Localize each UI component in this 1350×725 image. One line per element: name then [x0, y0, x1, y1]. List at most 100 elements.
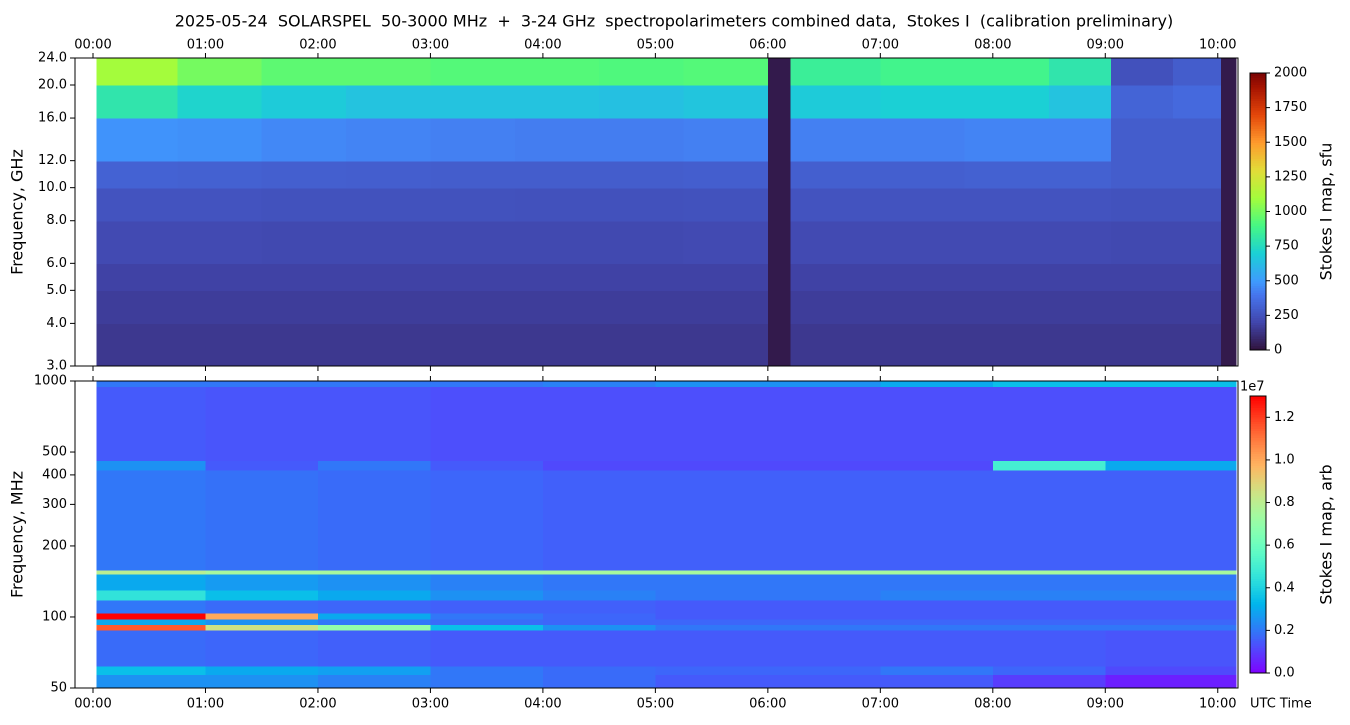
heatmap-cell	[317, 624, 432, 631]
heatmap-cell	[655, 570, 769, 575]
heatmap-cell	[430, 630, 544, 667]
colorbar-step	[1250, 195, 1266, 199]
colorbar-step	[1250, 151, 1266, 155]
heatmap-cell	[261, 323, 347, 367]
colorbar	[1250, 396, 1266, 674]
heatmap-cell	[542, 630, 656, 667]
heatmap-cell	[1049, 220, 1112, 264]
heatmap-cell	[1172, 220, 1222, 264]
heatmap-cell	[1172, 323, 1222, 367]
colorbar-step	[1250, 199, 1266, 203]
heatmap-cell	[964, 118, 1050, 162]
colorbar-step	[1250, 578, 1266, 582]
heatmap-cell	[767, 570, 881, 575]
colorbar-step	[1250, 232, 1266, 236]
heatmap-cell	[1049, 290, 1112, 324]
colorbar-step	[1250, 278, 1266, 282]
colorbar-step	[1250, 585, 1266, 589]
heatmap-cell	[430, 323, 516, 367]
colorbar-step	[1250, 645, 1266, 649]
heatmap-cell	[964, 160, 1050, 189]
heatmap-cell	[683, 263, 769, 291]
heatmap-cell	[1110, 187, 1174, 222]
colorbar-tick-label: 2000	[1274, 66, 1307, 81]
colorbar-step	[1250, 329, 1266, 333]
colorbar-step	[1250, 338, 1266, 342]
heatmap-cell	[1110, 58, 1174, 86]
colorbar-step	[1250, 516, 1266, 519]
heatmap-cell	[317, 570, 432, 575]
heatmap-cell	[317, 469, 432, 571]
heatmap-cell	[177, 58, 263, 86]
y-tick-label: 4.0	[46, 316, 67, 331]
heatmap-cell	[683, 118, 769, 162]
heatmap-cell	[880, 263, 966, 291]
colorbar-step	[1250, 105, 1266, 109]
colorbar-step	[1250, 343, 1266, 346]
heatmap-cell	[1172, 187, 1222, 222]
colorbar-step	[1250, 142, 1266, 146]
colorbar-step	[1250, 103, 1266, 106]
heatmap-cell	[542, 381, 656, 387]
heatmap-cell	[790, 263, 881, 291]
colorbar-tick-label: 500	[1274, 273, 1299, 288]
colorbar-step	[1250, 631, 1266, 635]
heatmap-cell	[790, 290, 881, 324]
colorbar-step	[1250, 158, 1266, 162]
y-tick-label: 20.0	[38, 78, 67, 93]
heatmap-cell	[964, 187, 1050, 222]
colorbar-step	[1250, 262, 1266, 266]
heatmap-cell	[542, 570, 656, 575]
colorbar-step	[1250, 86, 1266, 90]
x-tick-label: 05:00	[637, 38, 674, 53]
colorbar-step	[1250, 619, 1266, 623]
heatmap-cell	[317, 574, 432, 591]
colorbar-step	[1250, 236, 1266, 240]
heatmap-cell	[767, 624, 881, 631]
heatmap-cell	[880, 386, 994, 462]
colorbar-step	[1250, 479, 1266, 482]
colorbar-step	[1250, 532, 1266, 535]
colorbar-tick-label: 0.4	[1274, 580, 1295, 595]
colorbar-tick-label: 0.0	[1274, 666, 1295, 681]
y-tick-label: 5.0	[46, 283, 67, 298]
heatmap-cell	[514, 85, 600, 119]
colorbar-step	[1250, 172, 1266, 176]
heatmap-cell	[96, 574, 207, 591]
heatmap-cell	[1105, 630, 1237, 667]
heatmap-cell	[767, 118, 791, 162]
heatmap-cell	[964, 58, 1050, 86]
heatmap-cell	[542, 600, 656, 614]
heatmap-cell	[880, 665, 994, 676]
colorbar-step	[1250, 109, 1266, 113]
heatmap-cell	[205, 665, 319, 676]
heatmap-cell	[880, 460, 994, 471]
colorbar-step	[1250, 79, 1266, 83]
colorbar-step	[1250, 642, 1266, 646]
colorbar-step	[1250, 246, 1266, 249]
colorbar-step	[1250, 197, 1266, 201]
colorbar-step	[1250, 587, 1266, 591]
heatmap-cell	[261, 85, 347, 119]
colorbar-step	[1250, 313, 1266, 316]
colorbar-step	[1250, 75, 1266, 79]
colorbar-step	[1250, 149, 1266, 152]
heatmap-cell	[767, 263, 791, 291]
colorbar-step	[1250, 296, 1266, 300]
heatmap-cell	[655, 612, 769, 620]
heatmap-cell	[96, 570, 207, 575]
colorbar-tick-label: 250	[1274, 308, 1299, 323]
colorbar-step	[1250, 661, 1266, 665]
heatmap-cell	[96, 460, 207, 471]
heatmap-cell	[205, 381, 319, 387]
colorbar-step	[1250, 255, 1266, 259]
x-tick-label: 04:00	[524, 697, 561, 712]
colorbar-offset: 1e7	[1240, 380, 1265, 395]
colorbar-step	[1250, 629, 1266, 632]
heatmap-cell	[430, 263, 516, 291]
x-tick-label: 03:00	[412, 697, 449, 712]
colorbar-step	[1250, 107, 1266, 111]
colorbar-step	[1250, 467, 1266, 471]
heatmap-cell	[880, 619, 994, 626]
colorbar-step	[1250, 248, 1266, 252]
